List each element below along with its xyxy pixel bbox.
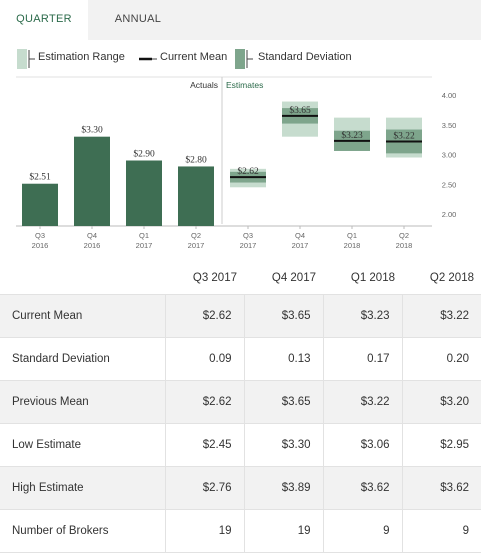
table-row: Current Mean $2.62 $3.65 $3.23 $3.22 bbox=[0, 294, 481, 338]
table-cell: 0.13 bbox=[244, 337, 324, 381]
current-mean-swatch-icon bbox=[139, 57, 157, 61]
x-tick-label-quarter: Q3 bbox=[243, 231, 253, 240]
estimate-label: $2.62 bbox=[237, 166, 259, 177]
period-tabs: QUARTER ANNUAL bbox=[0, 0, 481, 40]
standard-deviation-swatch-icon bbox=[235, 49, 253, 69]
table-cell: $3.06 bbox=[323, 423, 403, 467]
table-cell: $3.30 bbox=[244, 423, 324, 467]
table-cell: $3.62 bbox=[402, 466, 481, 510]
row-label: Standard Deviation bbox=[0, 337, 166, 381]
table-cell: 0.17 bbox=[323, 337, 403, 381]
legend-standard-deviation-label: Standard Deviation bbox=[258, 51, 352, 63]
table-cell: $3.62 bbox=[323, 466, 403, 510]
table-cell: $2.76 bbox=[165, 466, 245, 510]
estimation-range-swatch-icon bbox=[17, 49, 35, 69]
actual-bar bbox=[74, 136, 110, 226]
actual-bar-label: $2.90 bbox=[133, 149, 155, 160]
table-cell: 9 bbox=[323, 509, 403, 553]
legend-estimation-range: Estimation Range bbox=[16, 48, 131, 70]
column-header: Q1 2018 bbox=[350, 272, 395, 284]
table-cell: $2.45 bbox=[165, 423, 245, 467]
table-cell: $3.65 bbox=[244, 294, 324, 338]
table-cell: 19 bbox=[165, 509, 245, 553]
x-tick-label-quarter: Q1 bbox=[347, 231, 357, 240]
x-tick-label-quarter: Q3 bbox=[35, 231, 45, 240]
x-tick-label-year: 2016 bbox=[84, 241, 101, 250]
table-cell: 19 bbox=[244, 509, 324, 553]
x-tick-label-year: 2017 bbox=[136, 241, 153, 250]
y-tick-label: 4.00 bbox=[442, 91, 457, 100]
table-cell: $3.65 bbox=[244, 380, 324, 424]
estimates-section-label: Estimates bbox=[226, 80, 263, 90]
x-tick-label-year: 2017 bbox=[240, 241, 257, 250]
row-label: Number of Brokers bbox=[0, 509, 166, 553]
y-tick-label: 3.50 bbox=[442, 121, 457, 130]
table-cell: $3.89 bbox=[244, 466, 324, 510]
legend-current-mean-label: Current Mean bbox=[160, 51, 228, 63]
actuals-section-label: Actuals bbox=[190, 80, 218, 90]
estimate-label: $3.22 bbox=[393, 130, 415, 141]
estimates-table: Current Mean $2.62 $3.65 $3.23 $3.22 Standard… bbox=[0, 294, 481, 553]
x-tick-label-quarter: Q4 bbox=[87, 231, 97, 240]
table-row: Number of Brokers 19 19 9 9 bbox=[0, 509, 481, 553]
x-tick-label-quarter: Q4 bbox=[295, 231, 305, 240]
legend-estimation-range-label: Estimation Range bbox=[38, 51, 125, 63]
table-cell: 9 bbox=[402, 509, 481, 553]
row-label: Current Mean bbox=[0, 294, 166, 338]
actual-bar bbox=[126, 160, 162, 226]
x-tick-label-year: 2018 bbox=[396, 241, 413, 250]
tab-annual[interactable]: ANNUAL bbox=[114, 13, 162, 25]
legend-standard-deviation: Standard Deviation bbox=[234, 48, 364, 70]
x-tick-label-quarter: Q2 bbox=[399, 231, 409, 240]
legend-current-mean: Current Mean bbox=[138, 48, 238, 70]
actual-bar-label: $2.51 bbox=[29, 172, 51, 183]
y-tick-label: 2.50 bbox=[442, 180, 457, 189]
x-tick-label-year: 2016 bbox=[32, 241, 49, 250]
table-cell: $3.20 bbox=[402, 380, 481, 424]
tab-quarter[interactable]: QUARTER bbox=[0, 0, 88, 40]
estimate-label: $3.65 bbox=[289, 105, 311, 116]
table-cell: 0.09 bbox=[165, 337, 245, 381]
x-tick-label-year: 2018 bbox=[344, 241, 361, 250]
row-label: Previous Mean bbox=[0, 380, 166, 424]
x-tick-label-quarter: Q1 bbox=[139, 231, 149, 240]
table-row: Standard Deviation 0.09 0.13 0.17 0.20 bbox=[0, 337, 481, 381]
estimates-table-header: Q3 2017 Q4 2017 Q1 2018 Q2 2018 bbox=[0, 262, 481, 294]
eps-chart: Actuals Estimates 4.00 3.50 3.00 2.50 2.00 $2… bbox=[16, 76, 457, 250]
table-row: Low Estimate $2.45 $3.30 $3.06 $2.95 bbox=[0, 423, 481, 467]
table-cell: $2.62 bbox=[165, 294, 245, 338]
table-cell: 0.20 bbox=[402, 337, 481, 381]
y-tick-label: 3.00 bbox=[442, 151, 457, 160]
x-tick-label-year: 2017 bbox=[292, 241, 309, 250]
row-label: Low Estimate bbox=[0, 423, 166, 467]
actual-bar-label: $2.80 bbox=[185, 154, 207, 165]
x-tick-label-year: 2017 bbox=[188, 241, 205, 250]
table-row: Previous Mean $2.62 $3.65 $3.22 $3.20 bbox=[0, 380, 481, 424]
table-row: High Estimate $2.76 $3.89 $3.62 $3.62 bbox=[0, 466, 481, 510]
column-header: Q3 2017 bbox=[192, 272, 237, 284]
table-cell: $3.22 bbox=[323, 380, 403, 424]
column-header: Q2 2018 bbox=[429, 272, 474, 284]
table-cell: $2.62 bbox=[165, 380, 245, 424]
column-header: Q4 2017 bbox=[271, 272, 316, 284]
table-cell: $3.22 bbox=[402, 294, 481, 338]
table-cell: $2.95 bbox=[402, 423, 481, 467]
estimate-label: $3.23 bbox=[341, 130, 363, 141]
table-cell: $3.23 bbox=[323, 294, 403, 338]
y-tick-label: 2.00 bbox=[442, 210, 457, 219]
actual-bar-label: $3.30 bbox=[81, 125, 103, 136]
x-tick-label-quarter: Q2 bbox=[191, 231, 201, 240]
row-label: High Estimate bbox=[0, 466, 166, 510]
actual-bar bbox=[22, 183, 58, 226]
actual-bar bbox=[178, 166, 214, 226]
